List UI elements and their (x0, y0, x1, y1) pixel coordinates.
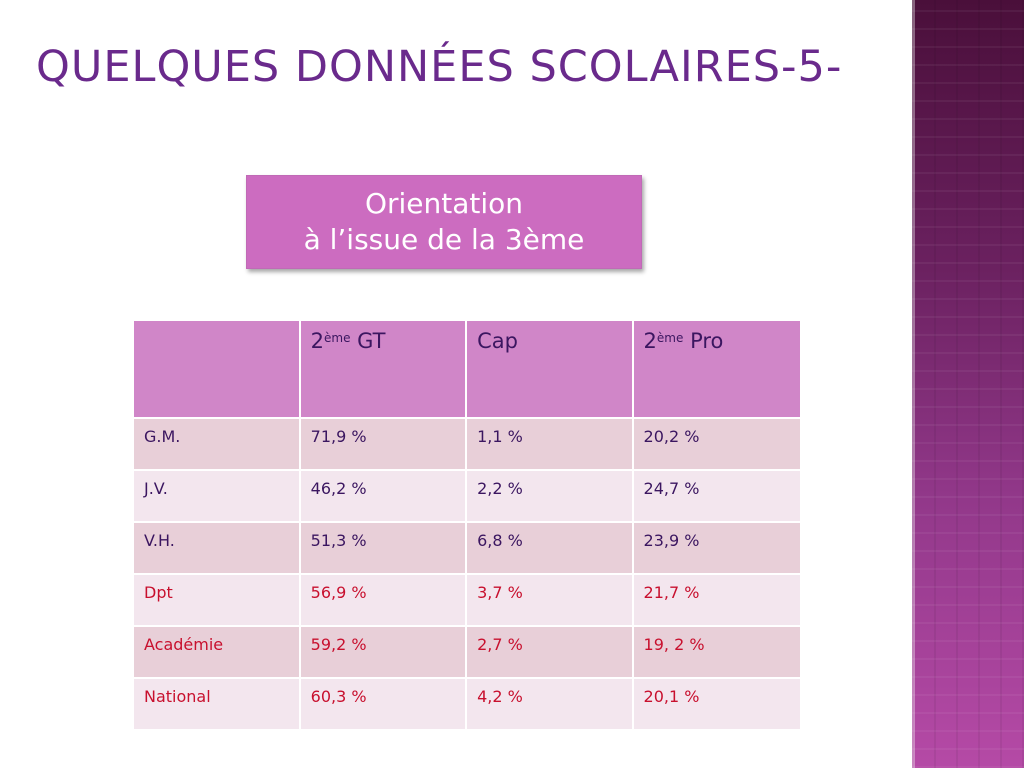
header-cell-2eme-gt: 2ème GT (298, 319, 468, 419)
header-cell-cap: Cap (465, 319, 634, 419)
cell-value: 4,2 % (465, 677, 634, 731)
slide-title: QUELQUES DONNÉES SCOLAIRES-5- (36, 42, 843, 92)
subtitle-box: Orientation à l’issue de la 3ème (246, 175, 642, 269)
cell-value: 56,9 % (298, 573, 468, 627)
table-row: J.V. 46,2 % 2,2 % 24,7 % (132, 469, 803, 523)
header-cell-empty (132, 319, 301, 419)
cell-value: 20,1 % (631, 677, 803, 731)
subtitle-line-2: à l’issue de la 3ème (303, 223, 585, 256)
cell-value: 51,3 % (298, 521, 468, 575)
cell-value: 19, 2 % (631, 625, 803, 679)
row-label: National (132, 677, 301, 731)
row-label: V.H. (132, 521, 301, 575)
cell-value: 20,2 % (631, 417, 803, 471)
cell-value: 71,9 % (298, 417, 468, 471)
cell-value: 3,7 % (465, 573, 634, 627)
orientation-table: 2ème GT Cap 2ème Pro G.M. 71,9 % 1,1 % 2… (132, 319, 803, 731)
table-row: V.H. 51,3 % 6,8 % 23,9 % (132, 521, 803, 575)
cell-value: 21,7 % (631, 573, 803, 627)
table-row: Académie 59,2 % 2,7 % 19, 2 % (132, 625, 803, 679)
row-label: Dpt (132, 573, 301, 627)
cell-value: 2,2 % (465, 469, 634, 523)
header-cell-2eme-pro: 2ème Pro (631, 319, 803, 419)
row-label: Académie (132, 625, 301, 679)
cell-value: 23,9 % (631, 521, 803, 575)
cell-value: 46,2 % (298, 469, 468, 523)
table-header-row: 2ème GT Cap 2ème Pro (132, 319, 803, 419)
row-label: G.M. (132, 417, 301, 471)
table-row: Dpt 56,9 % 3,7 % 21,7 % (132, 573, 803, 627)
cell-value: 60,3 % (298, 677, 468, 731)
subtitle-line-1: Orientation (364, 187, 524, 221)
cell-value: 1,1 % (465, 417, 634, 471)
table-row: G.M. 71,9 % 1,1 % 20,2 % (132, 417, 803, 471)
cell-value: 6,8 % (465, 521, 634, 575)
cell-value: 59,2 % (298, 625, 468, 679)
cell-value: 2,7 % (465, 625, 634, 679)
table-row: National 60,3 % 4,2 % 20,1 % (132, 677, 803, 731)
row-label: J.V. (132, 469, 301, 523)
decorative-side-band (912, 0, 1024, 768)
cell-value: 24,7 % (631, 469, 803, 523)
